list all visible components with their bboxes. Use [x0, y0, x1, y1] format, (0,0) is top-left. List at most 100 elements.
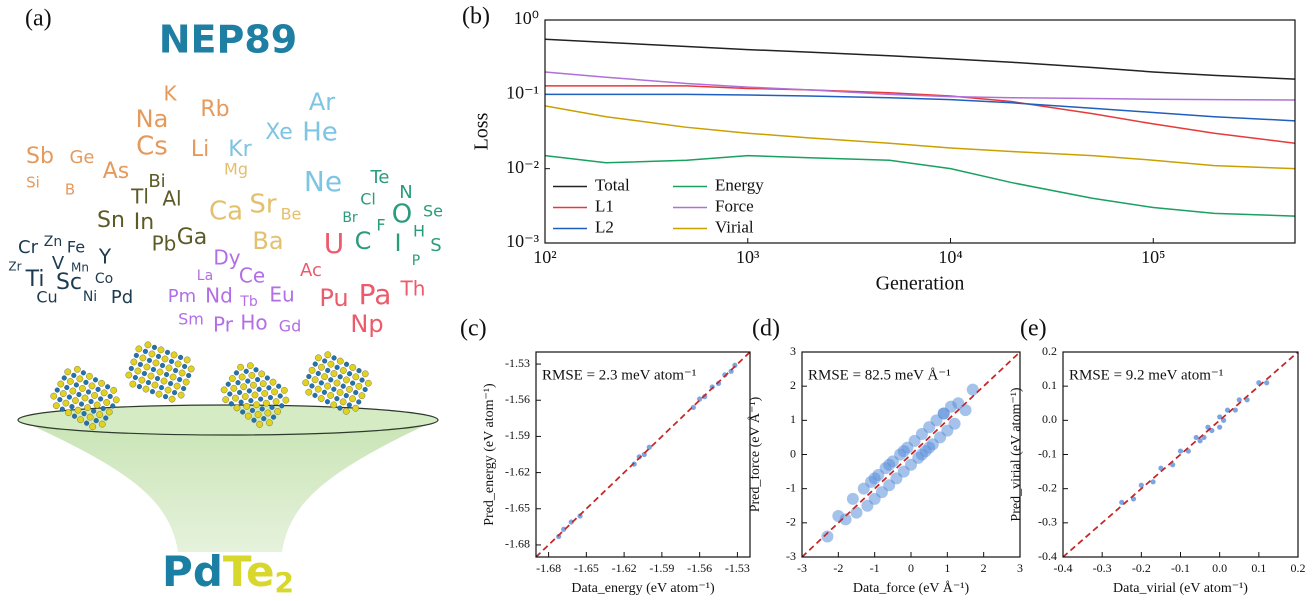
- atom: [246, 388, 252, 394]
- x-tick-label: 1: [944, 561, 950, 575]
- atom: [361, 370, 369, 378]
- atom: [247, 362, 254, 370]
- element-symbol: Xe: [265, 120, 293, 145]
- atom: [317, 395, 325, 402]
- atom: [264, 375, 270, 381]
- atom: [154, 375, 161, 382]
- atom: [249, 407, 255, 413]
- legend-label: Total: [595, 175, 630, 194]
- chart: (d) -3 -2 -1 0 1 2 3 -3 -2 -1 0 1 2 3 Data_force (eV Å⁻…: [747, 316, 1023, 597]
- atom: [269, 378, 277, 386]
- atom: [255, 377, 261, 383]
- atom: [66, 394, 72, 400]
- atom: [276, 383, 282, 389]
- data-point: [1264, 380, 1270, 386]
- data-point: [868, 472, 881, 485]
- atom: [305, 388, 313, 396]
- atom: [172, 390, 178, 396]
- atom: [312, 392, 318, 398]
- element-symbol: Co: [95, 271, 113, 287]
- atom: [100, 405, 106, 412]
- y-axis-title: Pred_virial (eV atom⁻¹): [1009, 387, 1024, 522]
- atom: [343, 361, 350, 367]
- y-tick-label: 0.1: [1042, 378, 1057, 392]
- atom: [187, 365, 195, 373]
- atom: [353, 389, 359, 396]
- atom: [233, 370, 240, 376]
- atom: [342, 407, 350, 415]
- x-tick-label: 10⁴: [938, 247, 962, 267]
- atom: [340, 367, 347, 374]
- atom: [258, 396, 264, 402]
- atom: [350, 380, 356, 386]
- atom: [93, 401, 101, 409]
- atom: [233, 404, 241, 412]
- atom: [362, 386, 368, 393]
- element-symbol: H: [413, 222, 425, 241]
- atom: [280, 387, 288, 394]
- element-symbol: Ce: [239, 264, 265, 288]
- atom: [84, 420, 90, 426]
- atom: [261, 416, 267, 422]
- atom: [269, 404, 275, 410]
- atom: [315, 370, 321, 377]
- y-tick-label: 2: [790, 378, 796, 392]
- atom: [359, 377, 365, 383]
- atom: [168, 395, 176, 403]
- atom: [57, 397, 63, 403]
- series-line: [545, 71, 1295, 101]
- atom: [358, 392, 366, 400]
- atom: [155, 353, 162, 359]
- atom: [135, 345, 143, 353]
- y-tick-label: -1.59: [505, 428, 530, 442]
- element-symbol: V: [52, 253, 65, 274]
- atom: [138, 376, 146, 384]
- data-point: [1236, 397, 1242, 403]
- x-tick-label: -1.56: [687, 561, 712, 575]
- atom: [129, 380, 137, 388]
- atom: [251, 391, 259, 399]
- atom: [73, 382, 79, 388]
- y-tick-label: -1.68: [505, 537, 530, 551]
- element-symbol: Br: [342, 210, 358, 226]
- element-symbol: Zr: [8, 260, 21, 274]
- atom: [228, 375, 236, 382]
- annotation: RMSE = 2.3 meV atom⁻¹: [542, 367, 696, 383]
- charts: (b) 10² 10³ 10⁴ 10⁵ 10⁻³ 10⁻² 10⁻¹ 10⁰ Generation…: [460, 4, 1306, 597]
- atom: [149, 389, 156, 395]
- atom: [364, 379, 372, 387]
- atom: [248, 398, 254, 404]
- atom: [312, 361, 318, 367]
- atom: [333, 379, 341, 387]
- element-symbol: F: [376, 216, 385, 235]
- chart: (e) -0.4 -0.3 -0.2 -0.1 0.0 0.1 0.2 -0.4 -0.3 -0.2…: [1009, 316, 1305, 597]
- x-axis-title: Data_energy (eV atom⁻¹): [571, 581, 715, 596]
- data-point: [556, 533, 562, 540]
- legend-label: L1: [595, 196, 614, 215]
- atom: [343, 393, 349, 399]
- atom: [241, 393, 249, 400]
- element-symbol: Cs: [136, 132, 168, 162]
- atom: [66, 378, 74, 385]
- element-symbol: Cl: [360, 190, 376, 209]
- atom: [259, 406, 265, 412]
- atom: [253, 367, 259, 373]
- data-point: [883, 458, 896, 471]
- atom: [322, 358, 328, 364]
- atom: [243, 402, 251, 410]
- data-point: [839, 513, 852, 526]
- funnel-rim: [17, 404, 439, 436]
- element-symbol: K: [163, 82, 177, 106]
- atom: [83, 379, 89, 385]
- atom: [80, 370, 86, 376]
- x-tick-label: -3: [797, 561, 807, 575]
- panel-label: (c): [460, 316, 487, 342]
- element-symbol: Ge: [69, 147, 94, 168]
- data-point: [728, 368, 734, 374]
- data-point: [1150, 479, 1156, 485]
- plot-frame: [801, 351, 1021, 558]
- element-symbol: Zn: [44, 234, 62, 250]
- plot-frame: [544, 19, 1296, 244]
- atom: [158, 385, 165, 391]
